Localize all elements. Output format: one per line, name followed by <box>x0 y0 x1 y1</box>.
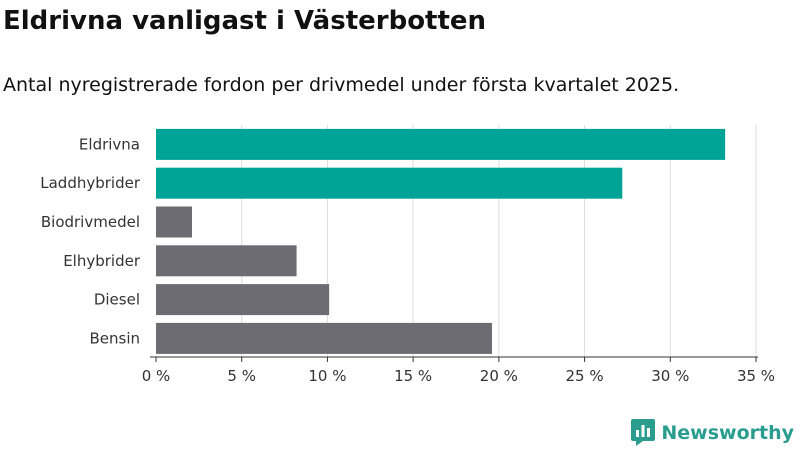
category-label: Biodrivmedel <box>41 213 140 231</box>
bar-eldrivna <box>156 128 726 160</box>
bar-chart: Eldrivna Laddhybrider Biodrivmedel Elhybrid… <box>40 125 775 385</box>
bar-laddhybrider <box>156 167 623 199</box>
x-tick-label: 30 % <box>651 367 689 385</box>
x-tick-label: 0 % <box>142 367 171 385</box>
category-label: Laddhybrider <box>40 174 141 192</box>
x-tick-label: 20 % <box>480 367 518 385</box>
gridlines <box>241 125 757 357</box>
bars <box>156 128 726 354</box>
bar-biodrivmedel <box>156 206 192 238</box>
category-labels: Eldrivna Laddhybrider Biodrivmedel Elhybrid… <box>40 135 141 347</box>
x-tick-label: 15 % <box>394 367 432 385</box>
chart-subtitle: Antal nyregistrerade fordon per drivmede… <box>3 74 680 96</box>
x-tick-label: 35 % <box>737 367 775 385</box>
category-label: Bensin <box>89 329 140 347</box>
x-tick-label: 10 % <box>308 367 346 385</box>
brand-name: Newsworthy <box>661 421 794 444</box>
bar-elhybrider <box>156 245 297 277</box>
category-label: Diesel <box>94 291 140 309</box>
newsworthy-logo-icon <box>631 419 656 446</box>
category-label: Elhybrider <box>63 252 141 270</box>
chart-title: Eldrivna vanligast i Västerbotten <box>3 6 487 36</box>
x-axis: 0 % 5 % 10 % 15 % 20 % 25 % 30 % 35 % <box>142 356 775 385</box>
bar-bensin <box>156 322 492 354</box>
category-label: Eldrivna <box>79 135 140 153</box>
bar-diesel <box>156 284 330 316</box>
x-tick-label: 5 % <box>227 367 256 385</box>
x-tick-label: 25 % <box>566 367 604 385</box>
newsworthy-logo: Newsworthy <box>631 419 794 446</box>
